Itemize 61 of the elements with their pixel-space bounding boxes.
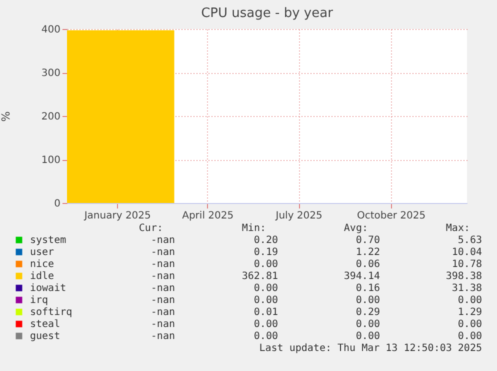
y-tick-label: 300 <box>41 68 60 79</box>
text: 398.38 <box>446 271 482 282</box>
text: 394.14 <box>344 271 380 282</box>
text: -nan <box>150 247 175 258</box>
text: 0.29 <box>356 307 380 318</box>
text: Avg: <box>344 223 368 234</box>
y-tick-label: 100 <box>41 155 60 166</box>
x-tick-label: January 2025 <box>83 210 151 222</box>
text: 0.00 <box>254 319 278 330</box>
text: 0.16 <box>356 283 380 294</box>
text: 0.00 <box>458 331 482 342</box>
legend-label: guest <box>30 331 60 342</box>
legend-label: user <box>30 247 54 258</box>
text: 0.00 <box>458 295 482 306</box>
text: -nan <box>150 319 175 330</box>
text: 0.06 <box>356 259 380 270</box>
legend-label: softirq <box>30 307 72 318</box>
text: 1.22 <box>356 247 380 258</box>
text: 10.04 <box>452 247 482 258</box>
text: 0.70 <box>356 235 380 246</box>
text: Cur: <box>138 223 163 234</box>
y-axis-title: % <box>0 111 12 122</box>
legend-label: system <box>30 235 66 246</box>
text: -nan <box>150 235 175 246</box>
text: -nan <box>150 307 175 318</box>
text: Last update: Thu Mar 13 12:50:03 2025 <box>259 343 482 354</box>
text: 5.63 <box>458 235 482 246</box>
text: 0.20 <box>254 235 278 246</box>
text: -nan <box>150 259 175 270</box>
text: 362.81 <box>242 271 278 282</box>
text: -nan <box>150 283 175 294</box>
text: 0.00 <box>254 283 278 294</box>
text: -nan <box>150 295 175 306</box>
text: 0.00 <box>254 259 278 270</box>
text: Max: <box>446 223 470 234</box>
text: 0.19 <box>254 247 278 258</box>
text: 0.00 <box>254 331 278 342</box>
legend-label: idle <box>30 271 54 282</box>
legend-label: irq <box>30 295 48 306</box>
text: 0.00 <box>356 331 380 342</box>
text: 0.01 <box>254 307 278 318</box>
text: 10.78 <box>452 259 482 270</box>
chart-title: CPU usage - by year <box>201 6 334 21</box>
text: Min: <box>242 223 266 234</box>
x-tick-label: April 2025 <box>182 210 234 222</box>
legend-label: steal <box>30 319 60 330</box>
text: -nan <box>150 331 175 342</box>
x-tick-label: October 2025 <box>356 210 426 222</box>
text: 0.00 <box>458 319 482 330</box>
y-tick-label: 400 <box>41 24 60 36</box>
y-tick-label: 200 <box>41 112 60 122</box>
y-tick-label: 0 <box>54 198 60 210</box>
text: 0.00 <box>356 295 380 306</box>
text: 31.38 <box>452 283 482 294</box>
text: 0.00 <box>254 295 278 306</box>
text: 1.29 <box>458 307 482 318</box>
x-tick-label: July 2025 <box>274 210 322 222</box>
legend-label: iowait <box>30 283 66 294</box>
legend-label: nice <box>30 259 54 270</box>
text: -nan <box>150 271 175 282</box>
text: 0.00 <box>356 319 380 330</box>
